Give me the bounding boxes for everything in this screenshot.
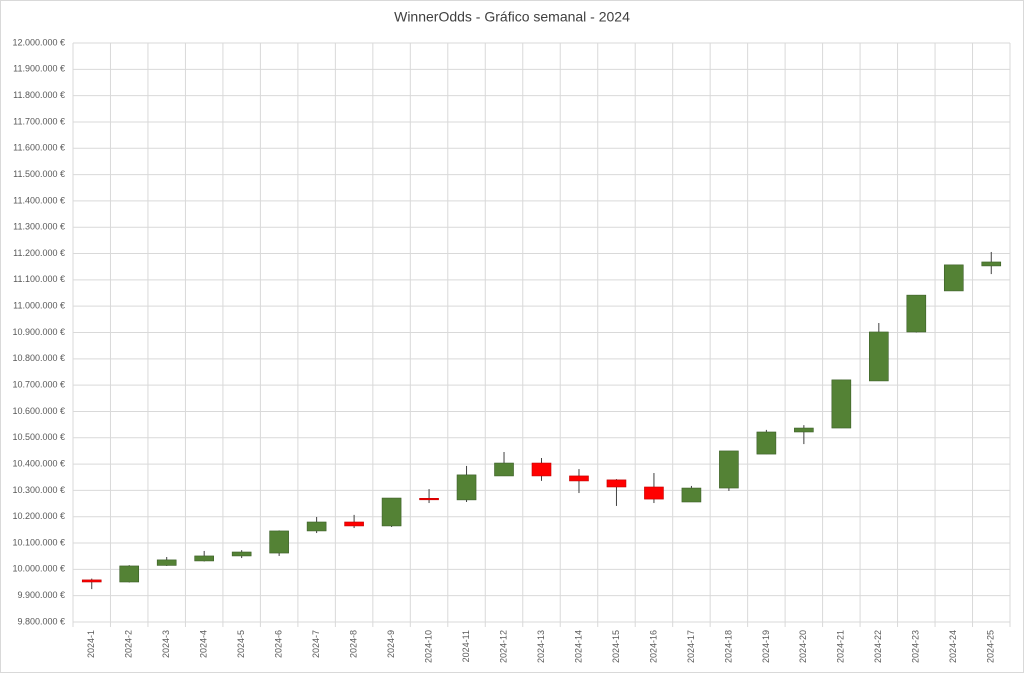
candle-body <box>494 462 514 477</box>
candle-body <box>831 379 852 429</box>
y-tick-label: 10.800.000 € <box>12 353 65 363</box>
x-tick-label: 2024-16 <box>648 630 658 663</box>
x-tick-label: 2024-18 <box>723 630 733 663</box>
x-tick-label: 2024-13 <box>536 630 546 663</box>
y-tick-label: 11.100.000 € <box>13 274 65 284</box>
x-tick-label: 2024-9 <box>386 630 396 658</box>
y-tick-label: 11.600.000 € <box>13 143 65 153</box>
candle-body <box>119 565 140 583</box>
chart-title: WinnerOdds - Gráfico semanal - 2024 <box>394 9 630 25</box>
candle-body <box>381 497 402 527</box>
x-tick-label: 2024-17 <box>686 630 696 663</box>
y-tick-label: 10.400.000 € <box>12 458 65 468</box>
x-tick-label: 2024-20 <box>798 630 808 663</box>
y-tick-label: 10.500.000 € <box>12 432 65 442</box>
x-tick-label: 2024-10 <box>423 630 433 663</box>
candle-body <box>869 331 889 382</box>
candle-body <box>719 450 739 489</box>
y-tick-label: 11.400.000 € <box>13 195 65 205</box>
candle-body <box>306 521 327 532</box>
candle-body <box>231 551 252 557</box>
y-tick-label: 11.700.000 € <box>13 116 65 126</box>
y-tick-label: 10.100.000 € <box>12 537 65 547</box>
y-tick-label: 10.300.000 € <box>12 485 65 495</box>
x-tick-label: 2024-3 <box>161 630 171 658</box>
x-tick-label: 2024-19 <box>761 630 771 663</box>
x-tick-label: 2024-21 <box>836 630 846 663</box>
y-tick-label: 10.000.000 € <box>12 564 65 574</box>
candle-body <box>344 521 364 527</box>
candle-body <box>456 474 477 501</box>
x-tick-label: 2024-5 <box>236 630 246 658</box>
candle-body <box>531 462 552 477</box>
candle-body <box>156 559 177 566</box>
candle-body <box>606 479 627 488</box>
candle-body <box>419 498 439 501</box>
y-tick-label: 11.900.000 € <box>13 64 65 74</box>
x-tick-label: 2024-6 <box>274 630 284 658</box>
candle-body <box>681 487 702 503</box>
y-tick-label: 10.200.000 € <box>12 511 65 521</box>
y-tick-label: 11.000.000 € <box>13 301 65 311</box>
x-tick-label: 2024-23 <box>911 630 921 663</box>
y-tick-label: 11.300.000 € <box>13 222 65 232</box>
y-tick-label: 9.900.000 € <box>17 590 65 600</box>
candle-body <box>194 555 214 562</box>
x-tick-label: 2024-12 <box>498 630 508 663</box>
y-tick-label: 12.000.000 € <box>12 37 65 47</box>
candle-body <box>794 427 814 433</box>
x-tick-label: 2024-2 <box>124 630 134 658</box>
candle-body <box>943 264 964 292</box>
candle-body <box>906 294 927 333</box>
x-tick-label: 2024-22 <box>873 630 883 663</box>
y-tick-label: 11.800.000 € <box>13 90 65 100</box>
x-tick-label: 2024-4 <box>199 630 209 658</box>
y-tick-label: 10.900.000 € <box>12 327 65 337</box>
y-tick-label: 9.800.000 € <box>17 616 65 626</box>
x-tick-label: 2024-24 <box>948 630 958 663</box>
y-tick-label: 10.700.000 € <box>12 380 65 390</box>
x-tick-label: 2024-8 <box>348 630 358 658</box>
x-tick-label: 2024-1 <box>86 630 96 658</box>
candle-body <box>81 579 102 583</box>
candle-body <box>981 261 1002 267</box>
y-tick-label: 10.600.000 € <box>12 406 65 416</box>
y-tick-label: 11.200.000 € <box>13 248 65 258</box>
x-tick-label: 2024-14 <box>573 630 583 663</box>
x-tick-label: 2024-25 <box>986 630 996 663</box>
x-tick-label: 2024-7 <box>311 630 321 658</box>
x-tick-label: 2024-11 <box>461 630 471 662</box>
candle-body <box>569 475 589 482</box>
candle-body <box>644 486 664 500</box>
candle-body <box>756 431 777 455</box>
candle-body <box>269 530 289 554</box>
x-tick-label: 2024-15 <box>611 630 621 663</box>
y-tick-label: 11.500.000 € <box>13 169 65 179</box>
